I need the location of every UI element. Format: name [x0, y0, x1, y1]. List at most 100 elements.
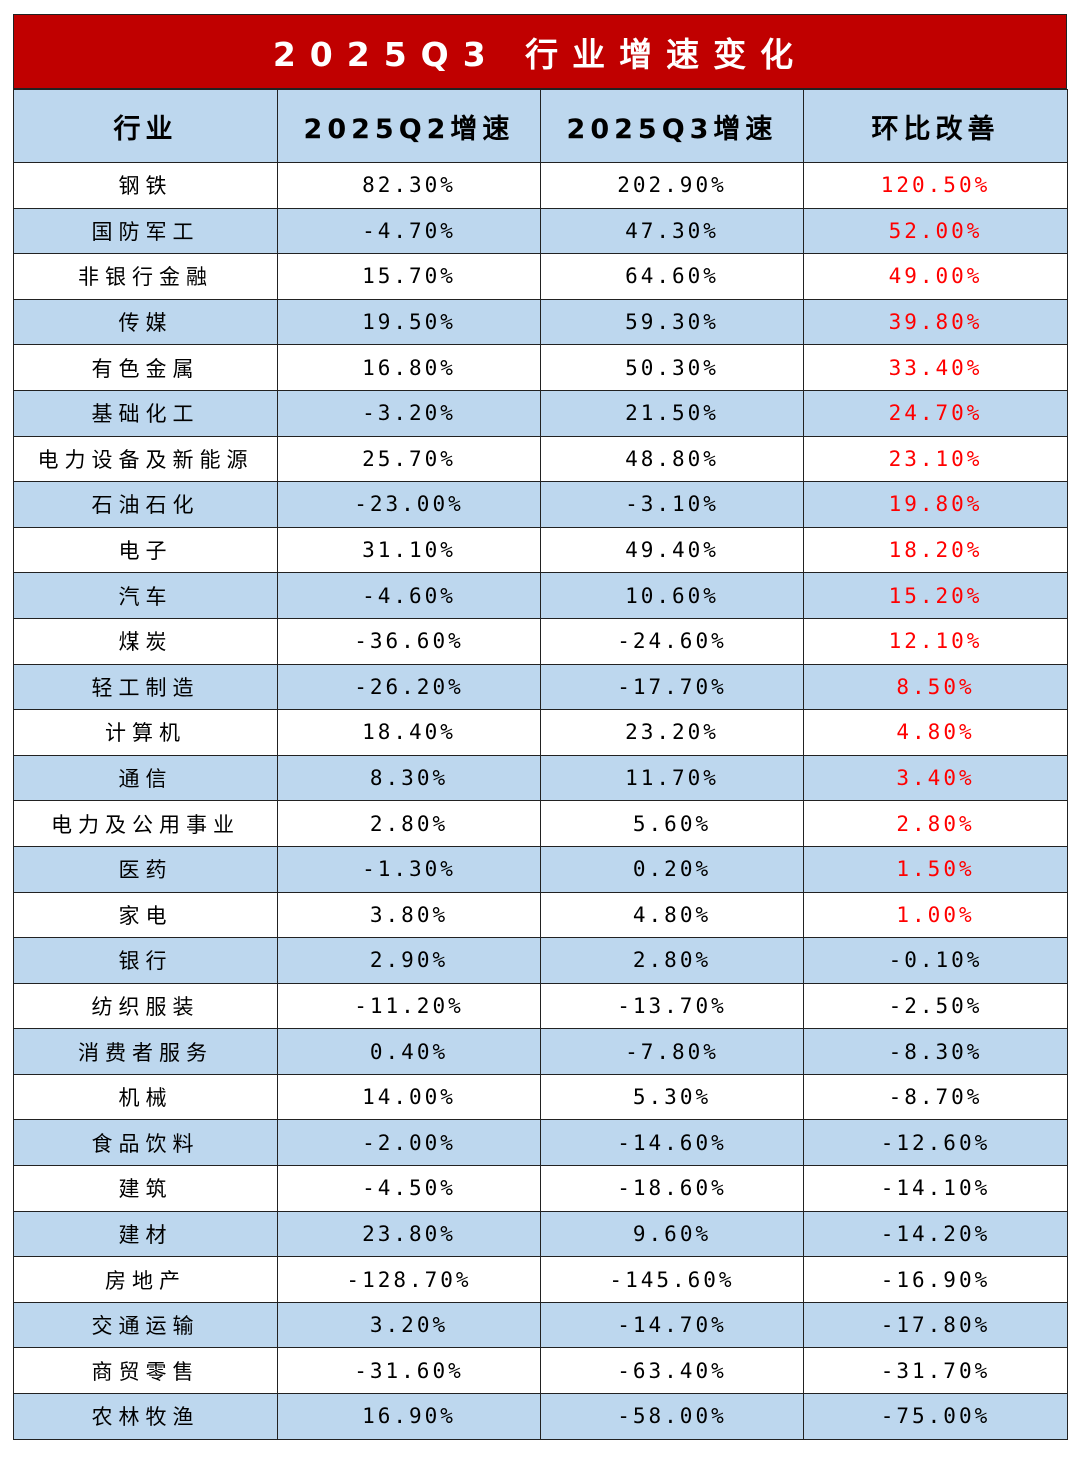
cell-q3-growth: -14.70% — [540, 1301, 804, 1349]
table-row: 基础化工 -3.20% 21.50% 24.70% — [13, 389, 1068, 437]
table-row: 医药 -1.30% 0.20% 1.50% — [13, 845, 1068, 893]
cell-q3-growth: 11.70% — [540, 754, 804, 802]
table-row: 房地产 -128.70% -145.60% -16.90% — [13, 1256, 1068, 1303]
cell-q2-growth: -31.60% — [277, 1347, 541, 1395]
cell-qoq-improvement: 3.40% — [803, 754, 1068, 802]
cell-q2-growth: -4.60% — [277, 572, 541, 619]
cell-qoq-improvement: 15.20% — [803, 572, 1068, 619]
cell-q3-growth: 59.30% — [540, 298, 804, 346]
cell-qoq-improvement: 18.20% — [803, 526, 1068, 574]
cell-industry: 电力及公用事业 — [13, 800, 278, 847]
cell-industry: 石油石化 — [13, 481, 278, 528]
cell-q3-growth: -7.80% — [540, 1028, 804, 1075]
cell-industry: 农林牧渔 — [13, 1393, 278, 1440]
table-row: 有色金属 16.80% 50.30% 33.40% — [13, 344, 1068, 391]
cell-q3-growth: -14.60% — [540, 1119, 804, 1167]
cell-qoq-improvement: 1.00% — [803, 891, 1068, 939]
header-row: 行业 2025Q2增速 2025Q3增速 环比改善 — [13, 89, 1068, 163]
cell-industry: 基础化工 — [13, 389, 278, 437]
cell-qoq-improvement: -2.50% — [803, 982, 1068, 1030]
table-row: 计算机 18.40% 23.20% 4.80% — [13, 709, 1068, 756]
cell-qoq-improvement: -14.10% — [803, 1165, 1068, 1212]
cell-qoq-improvement: 23.10% — [803, 435, 1068, 483]
cell-qoq-improvement: 24.70% — [803, 389, 1068, 437]
table-body: 钢铁 82.30% 202.90% 120.50% 国防军工 -4.70% 47.30% 52… — [13, 162, 1068, 1440]
cell-q2-growth: 15.70% — [277, 253, 541, 300]
cell-q2-growth: 3.80% — [277, 891, 541, 939]
header-qoq-improvement: 环比改善 — [803, 89, 1068, 163]
cell-q3-growth: -24.60% — [540, 617, 804, 665]
table-row: 建筑 -4.50% -18.60% -14.10% — [13, 1165, 1068, 1212]
cell-qoq-improvement: 52.00% — [803, 207, 1068, 255]
cell-qoq-improvement: 12.10% — [803, 617, 1068, 665]
cell-industry: 银行 — [13, 937, 278, 984]
cell-qoq-improvement: -0.10% — [803, 937, 1068, 984]
cell-q2-growth: -2.00% — [277, 1119, 541, 1167]
cell-qoq-improvement: 49.00% — [803, 253, 1068, 300]
cell-industry: 商贸零售 — [13, 1347, 278, 1395]
table-row: 石油石化 -23.00% -3.10% 19.80% — [13, 481, 1068, 528]
table-row: 消费者服务 0.40% -7.80% -8.30% — [13, 1028, 1068, 1075]
table-row: 煤炭 -36.60% -24.60% 12.10% — [13, 617, 1068, 665]
cell-q3-growth: -13.70% — [540, 982, 804, 1030]
cell-industry: 建材 — [13, 1210, 278, 1258]
cell-q2-growth: 0.40% — [277, 1028, 541, 1075]
table-row: 非银行金融 15.70% 64.60% 49.00% — [13, 253, 1068, 300]
cell-q2-growth: 18.40% — [277, 709, 541, 756]
cell-q2-growth: 25.70% — [277, 435, 541, 483]
cell-qoq-improvement: -12.60% — [803, 1119, 1068, 1167]
table-row: 交通运输 3.20% -14.70% -17.80% — [13, 1301, 1068, 1349]
table-row: 家电 3.80% 4.80% 1.00% — [13, 891, 1068, 939]
cell-industry: 电子 — [13, 526, 278, 574]
cell-q2-growth: -26.20% — [277, 663, 541, 711]
cell-industry: 医药 — [13, 845, 278, 893]
cell-industry: 消费者服务 — [13, 1028, 278, 1075]
cell-q2-growth: 2.80% — [277, 800, 541, 847]
table-row: 建材 23.80% 9.60% -14.20% — [13, 1210, 1068, 1258]
cell-q3-growth: 4.80% — [540, 891, 804, 939]
cell-q3-growth: 49.40% — [540, 526, 804, 574]
cell-industry: 有色金属 — [13, 344, 278, 391]
table-row: 机械 14.00% 5.30% -8.70% — [13, 1073, 1068, 1121]
cell-industry: 房地产 — [13, 1256, 278, 1303]
cell-industry: 非银行金融 — [13, 253, 278, 300]
cell-q2-growth: -3.20% — [277, 389, 541, 437]
cell-q3-growth: 23.20% — [540, 709, 804, 756]
table-row: 钢铁 82.30% 202.90% 120.50% — [13, 162, 1068, 209]
industry-growth-table: 行业 2025Q2增速 2025Q3增速 环比改善 钢铁 82.30% 202.90… — [13, 89, 1068, 1440]
table-row: 汽车 -4.60% 10.60% 15.20% — [13, 572, 1068, 619]
cell-q2-growth: 19.50% — [277, 298, 541, 346]
cell-q2-growth: 31.10% — [277, 526, 541, 574]
cell-q2-growth: 14.00% — [277, 1073, 541, 1121]
cell-q3-growth: 64.60% — [540, 253, 804, 300]
table-row: 商贸零售 -31.60% -63.40% -31.70% — [13, 1347, 1068, 1395]
header-q3-growth: 2025Q3增速 — [540, 89, 804, 163]
table-row: 轻工制造 -26.20% -17.70% 8.50% — [13, 663, 1068, 711]
cell-q2-growth: 3.20% — [277, 1301, 541, 1349]
table-row: 电子 31.10% 49.40% 18.20% — [13, 526, 1068, 574]
cell-qoq-improvement: 33.40% — [803, 344, 1068, 391]
cell-industry: 煤炭 — [13, 617, 278, 665]
cell-industry: 传媒 — [13, 298, 278, 346]
table-row: 纺织服装 -11.20% -13.70% -2.50% — [13, 982, 1068, 1030]
cell-qoq-improvement: 1.50% — [803, 845, 1068, 893]
cell-q3-growth: -63.40% — [540, 1347, 804, 1395]
cell-q3-growth: 9.60% — [540, 1210, 804, 1258]
cell-q2-growth: 16.90% — [277, 1393, 541, 1440]
cell-industry: 建筑 — [13, 1165, 278, 1212]
cell-qoq-improvement: -17.80% — [803, 1301, 1068, 1349]
cell-industry: 纺织服装 — [13, 982, 278, 1030]
cell-industry: 国防军工 — [13, 207, 278, 255]
header-industry: 行业 — [13, 89, 278, 163]
table-row: 农林牧渔 16.90% -58.00% -75.00% — [13, 1393, 1068, 1440]
cell-q3-growth: 47.30% — [540, 207, 804, 255]
table-row: 电力及公用事业 2.80% 5.60% 2.80% — [13, 800, 1068, 847]
cell-qoq-improvement: -75.00% — [803, 1393, 1068, 1440]
cell-q3-growth: -18.60% — [540, 1165, 804, 1212]
cell-q3-growth: -145.60% — [540, 1256, 804, 1303]
cell-q3-growth: 5.30% — [540, 1073, 804, 1121]
cell-q2-growth: -4.70% — [277, 207, 541, 255]
cell-q3-growth: -17.70% — [540, 663, 804, 711]
cell-q3-growth: -3.10% — [540, 481, 804, 528]
table-row: 食品饮料 -2.00% -14.60% -12.60% — [13, 1119, 1068, 1167]
